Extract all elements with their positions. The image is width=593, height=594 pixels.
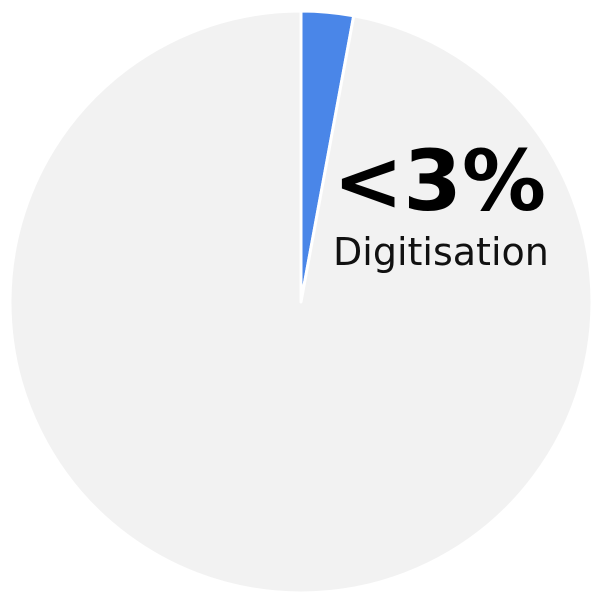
- pie: [8, 9, 593, 594]
- value-label: <3%: [333, 132, 546, 230]
- pie-slice: [8, 9, 593, 594]
- labels: <3%Digitisation: [333, 132, 549, 274]
- category-label: Digitisation: [333, 230, 549, 274]
